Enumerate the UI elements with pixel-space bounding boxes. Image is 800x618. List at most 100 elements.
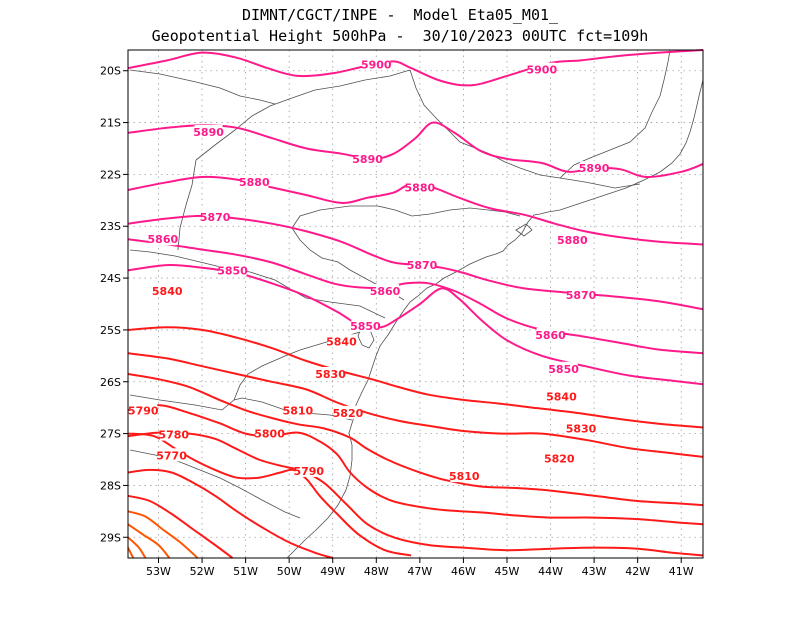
y-tick-label: 20S <box>100 65 121 78</box>
contour-label: 5860 <box>370 285 401 298</box>
contour-line-5800 <box>127 431 704 557</box>
contour-label: 5790 <box>293 465 324 478</box>
contour-line-5770 <box>127 494 234 559</box>
x-tick-label: 53W <box>146 565 171 578</box>
contour-label: 5810 <box>449 470 480 483</box>
contour-label: 5780 <box>158 429 189 442</box>
contour-label-bg <box>545 451 574 465</box>
contour-label-bg <box>327 334 356 348</box>
contour-label: 5890 <box>352 153 383 166</box>
contour-label-bg <box>567 421 596 435</box>
contour-label: 5850 <box>350 320 381 333</box>
axis-ticks: 53W 52W 51W 50W 49W 48W 47W 46W 45W 44W 43W 42W 41W 2… <box>100 65 694 578</box>
state-border <box>291 205 521 229</box>
contour-label: 5900 <box>527 64 558 77</box>
contour-label-bg <box>148 232 177 246</box>
contour-label-bg <box>536 328 565 342</box>
contour-label-bg <box>405 180 434 194</box>
title-line-1: DIMNT/CGCT/INPE - Model Eta05_M01_ <box>241 6 559 24</box>
y-tick-label: 29S <box>100 531 121 544</box>
state-border <box>177 159 197 251</box>
contour-label-bg <box>194 124 223 138</box>
x-tick-label: 41W <box>669 565 694 578</box>
contour-label-bg <box>316 366 345 380</box>
contour-label-bg <box>255 426 284 440</box>
contour-line-5840 <box>127 326 704 429</box>
y-tick-label: 24S <box>100 272 121 285</box>
x-tick-label: 47W <box>407 565 432 578</box>
contour-label-bg <box>240 175 269 189</box>
y-tick-label: 27S <box>100 428 121 441</box>
state-border <box>129 394 353 421</box>
x-tick-label: 52W <box>190 565 215 578</box>
contour-label: 5820 <box>333 407 364 420</box>
y-tick-label: 23S <box>100 220 121 233</box>
contour-label: 5790 <box>128 404 159 417</box>
contour-label-bg <box>218 263 247 277</box>
contour-line-5860 <box>127 238 704 355</box>
contour-line-5750 <box>127 523 171 559</box>
contour-line-5730 <box>127 547 135 559</box>
contour-label-bg <box>129 403 158 417</box>
contour-label: 5890 <box>579 162 610 175</box>
state-border <box>195 69 411 161</box>
x-tick-label: 43W <box>582 565 607 578</box>
contour-label: 5860 <box>148 233 179 246</box>
contour-label-bg <box>294 463 323 477</box>
x-tick-label: 50W <box>277 565 302 578</box>
contour-label: 5830 <box>315 368 346 381</box>
contour-label: 5880 <box>405 181 436 194</box>
island-coast <box>515 223 533 237</box>
contour-label: 5840 <box>546 390 577 403</box>
contour-label: 5870 <box>200 211 231 224</box>
contour-line-5830 <box>127 352 704 458</box>
contour-label-bg <box>283 403 312 417</box>
y-tick-label: 28S <box>100 479 121 492</box>
contour-line-5760 <box>127 510 199 559</box>
y-tick-label: 26S <box>100 376 121 389</box>
contour-label: 5820 <box>544 452 575 465</box>
contour-label-bg <box>153 284 182 298</box>
contour-line-5810 <box>127 404 704 526</box>
contour-label: 5880 <box>239 176 270 189</box>
contour-label-bg <box>353 151 382 165</box>
contour-label: 5860 <box>535 329 566 342</box>
x-tick-label: 44W <box>538 565 563 578</box>
contour-label-bg <box>351 318 380 332</box>
contour-label-bg <box>527 62 556 76</box>
x-tick-label: 45W <box>495 565 520 578</box>
contour-label: 5850 <box>217 264 248 277</box>
contour-labels: 5900 5900 5890 5890 5890 5880 5880 5880 5870 5870… <box>128 57 610 483</box>
contour-label-bg <box>159 427 188 441</box>
y-tick-label: 21S <box>100 117 121 130</box>
x-tick-label: 49W <box>320 565 345 578</box>
contour-line-5740 <box>127 536 147 559</box>
contour-label: 5870 <box>407 259 438 272</box>
contour-label: 5850 <box>548 363 579 376</box>
state-border <box>129 249 386 319</box>
contour-label: 5870 <box>566 289 597 302</box>
x-tick-label: 42W <box>625 565 650 578</box>
title-line-2: Geopotential Height 500hPa - 30/10/2023 … <box>151 27 649 45</box>
contour-label-bg <box>547 389 576 403</box>
contour-label-bg <box>157 448 186 462</box>
contour-label-bg <box>408 258 437 272</box>
contour-label-bg <box>567 288 596 302</box>
contour-label-bg <box>333 405 362 419</box>
contour-line-5780 <box>127 468 333 559</box>
contour-label: 5900 <box>361 59 392 72</box>
contour-line-5820 <box>127 373 704 507</box>
contour-label: 5770 <box>156 449 187 462</box>
x-tick-label: 46W <box>451 565 476 578</box>
contour-label-bg <box>201 209 230 223</box>
contour-label-bg <box>362 57 391 71</box>
y-tick-label: 22S <box>100 168 121 181</box>
y-tick-label: 25S <box>100 324 121 337</box>
state-border <box>559 49 671 179</box>
map-frame <box>127 49 704 559</box>
contour-line-5900 <box>127 49 704 87</box>
x-tick-label: 48W <box>364 565 389 578</box>
contour-label: 5840 <box>152 285 183 298</box>
contour-label-bg <box>558 233 587 247</box>
